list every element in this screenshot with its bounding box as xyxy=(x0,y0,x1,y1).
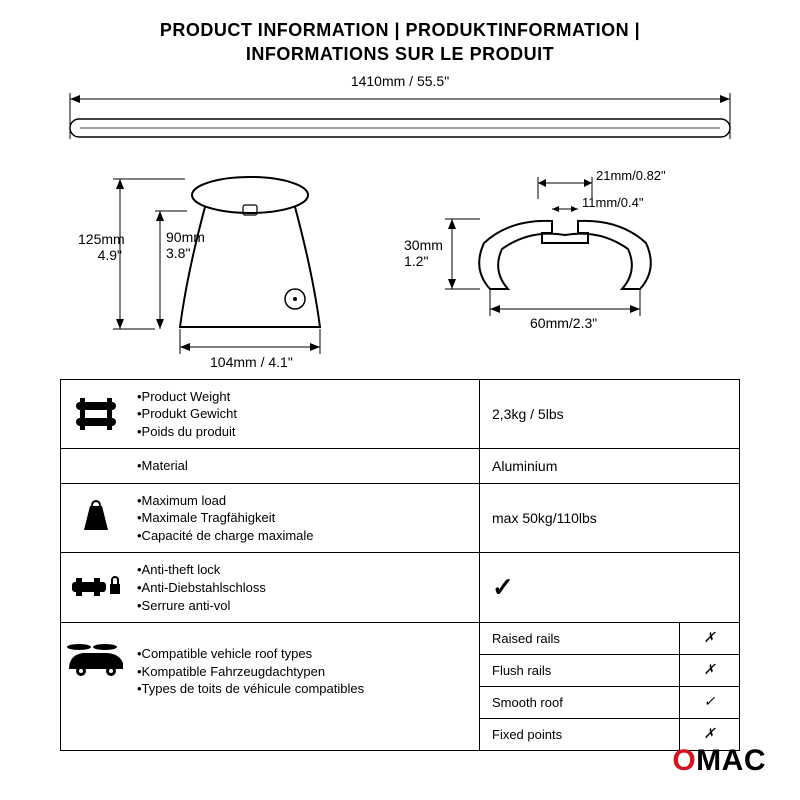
dim-prof-slot: 11mm/0.4" xyxy=(582,195,643,210)
weight-icon xyxy=(61,380,131,449)
maxload-labels: •Maximum load •Maximale Tragfähigkeit •C… xyxy=(131,484,479,553)
title-line-1: PRODUCT INFORMATION | PRODUKTINFORMATION… xyxy=(160,20,640,40)
dim-prof-h: 30mm 1.2" xyxy=(404,237,443,269)
material-value: Aluminium xyxy=(479,449,739,483)
logo-rest: MAC xyxy=(696,744,766,777)
roof-row-2: Smooth roof ✓ xyxy=(480,687,739,719)
material-icon xyxy=(61,449,131,483)
diagram-svg xyxy=(0,71,800,371)
row-material: •Material Aluminium xyxy=(61,449,739,484)
roof-row-0: Raised rails ✗ xyxy=(480,623,739,655)
row-maxload: •Maximum load •Maximale Tragfähigkeit •C… xyxy=(61,484,739,554)
row-weight: •Product Weight •Produkt Gewicht •Poids … xyxy=(61,380,739,450)
lock-value: ✓ xyxy=(479,553,739,622)
dim-prof-base: 60mm/2.3" xyxy=(530,315,597,331)
weight-labels: •Product Weight •Produkt Gewicht •Poids … xyxy=(131,380,479,449)
page-title: PRODUCT INFORMATION | PRODUKTINFORMATION… xyxy=(0,0,800,71)
weight-value: 2,3kg / 5lbs xyxy=(479,380,739,449)
roof-labels: •Compatible vehicle roof types •Kompatib… xyxy=(131,623,479,750)
roof-row-1: Flush rails ✗ xyxy=(480,655,739,687)
maxload-icon xyxy=(61,484,131,553)
title-line-2: INFORMATIONS SUR LE PRODUIT xyxy=(246,44,554,64)
lock-labels: •Anti-theft lock •Anti-Diebstahlschloss … xyxy=(131,553,479,622)
logo-accent: O xyxy=(672,744,696,777)
spec-table: •Product Weight •Produkt Gewicht •Poids … xyxy=(60,379,740,751)
dim-foot-h1: 125mm 4.9" xyxy=(78,231,122,263)
car-icon xyxy=(61,623,131,750)
lock-icon xyxy=(61,553,131,622)
brand-logo: OMAC xyxy=(672,744,766,778)
dim-foot-h2: 90mm 3.8" xyxy=(166,229,205,261)
material-label: •Material xyxy=(131,449,479,483)
row-lock: •Anti-theft lock •Anti-Diebstahlschloss … xyxy=(61,553,739,623)
dim-prof-top: 21mm/0.82" xyxy=(596,168,666,183)
row-roof: •Compatible vehicle roof types •Kompatib… xyxy=(61,623,739,750)
dim-foot-w: 104mm / 4.1" xyxy=(210,354,293,370)
technical-diagram: 1410mm / 55.5" xyxy=(0,71,800,371)
maxload-value: max 50kg/110lbs xyxy=(479,484,739,553)
roof-grid: Raised rails ✗ Flush rails ✗ Smooth roof… xyxy=(479,623,739,750)
